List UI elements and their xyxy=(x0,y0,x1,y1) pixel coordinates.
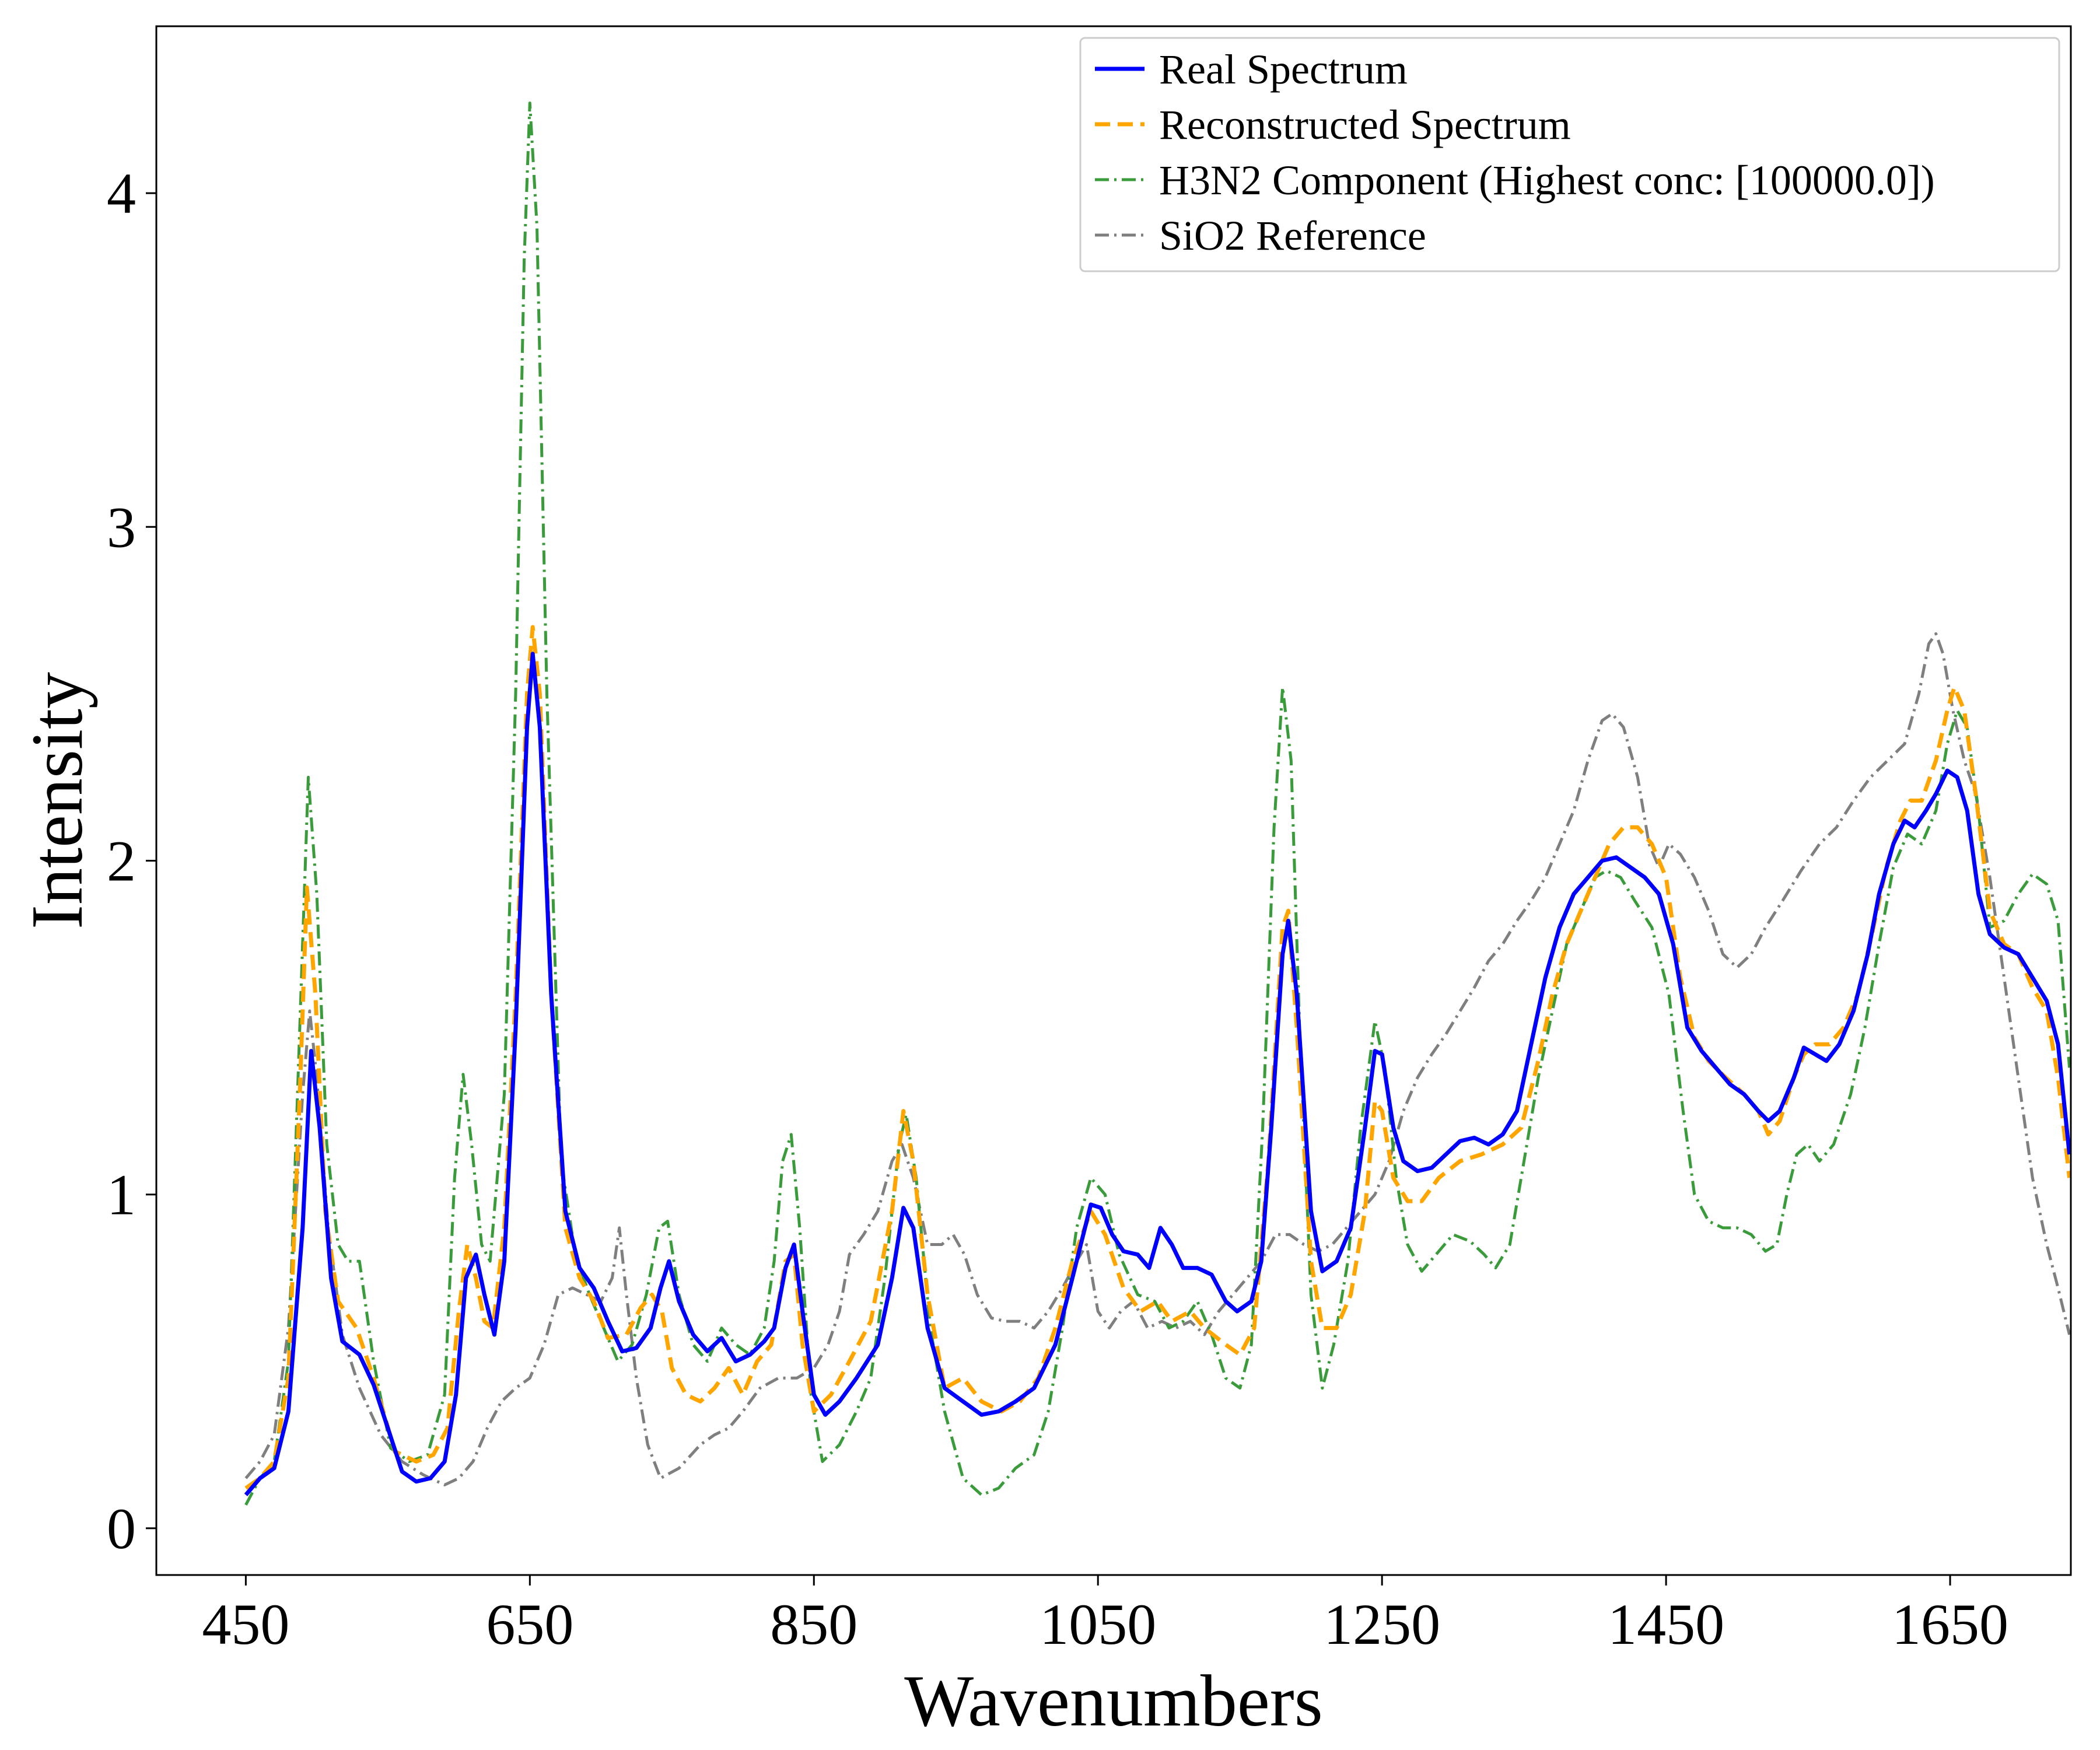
x-tick-label: 450 xyxy=(202,1592,289,1657)
y-axis: 0 1 2 3 4 xyxy=(107,161,156,1561)
series-lines xyxy=(244,102,2072,1506)
legend: Real Spectrum Reconstructed Spectrum H3N2 … xyxy=(1079,37,2060,272)
y-tick-label: 3 xyxy=(107,495,136,559)
x-axis-title: Wavenumbers xyxy=(904,1661,1323,1742)
legend-label: H3N2 Component (Highest conc: [100000.0]… xyxy=(1159,157,1935,204)
y-tick-label: 1 xyxy=(107,1163,136,1227)
x-tick-label: 650 xyxy=(486,1592,573,1657)
legend-box xyxy=(1079,37,2060,272)
series-line-sio2-reference xyxy=(244,632,2071,1486)
x-tick-label: 850 xyxy=(770,1592,858,1657)
y-tick-label: 0 xyxy=(107,1496,136,1561)
y-axis-title: Intensity xyxy=(17,672,98,929)
series-line-h3n2-component-highest-conc-100000-0 xyxy=(244,102,2071,1506)
x-tick-label: 1450 xyxy=(1608,1592,1724,1657)
x-tick-label: 1650 xyxy=(1892,1592,2008,1657)
x-tick-label: 1050 xyxy=(1040,1592,1156,1657)
y-tick-label: 2 xyxy=(107,828,136,893)
legend-label: Real Spectrum xyxy=(1159,46,1408,93)
legend-label: Reconstructed Spectrum xyxy=(1159,102,1571,148)
x-axis: 450 650 850 1050 1250 1450 1650 xyxy=(202,1575,2008,1657)
x-tick-label: 1250 xyxy=(1324,1592,1440,1657)
y-tick-label: 4 xyxy=(107,161,136,226)
series-line-real-spectrum xyxy=(244,652,2072,1496)
legend-label: SiO2 Reference xyxy=(1159,212,1426,259)
plot-area-frame xyxy=(155,25,2072,1576)
